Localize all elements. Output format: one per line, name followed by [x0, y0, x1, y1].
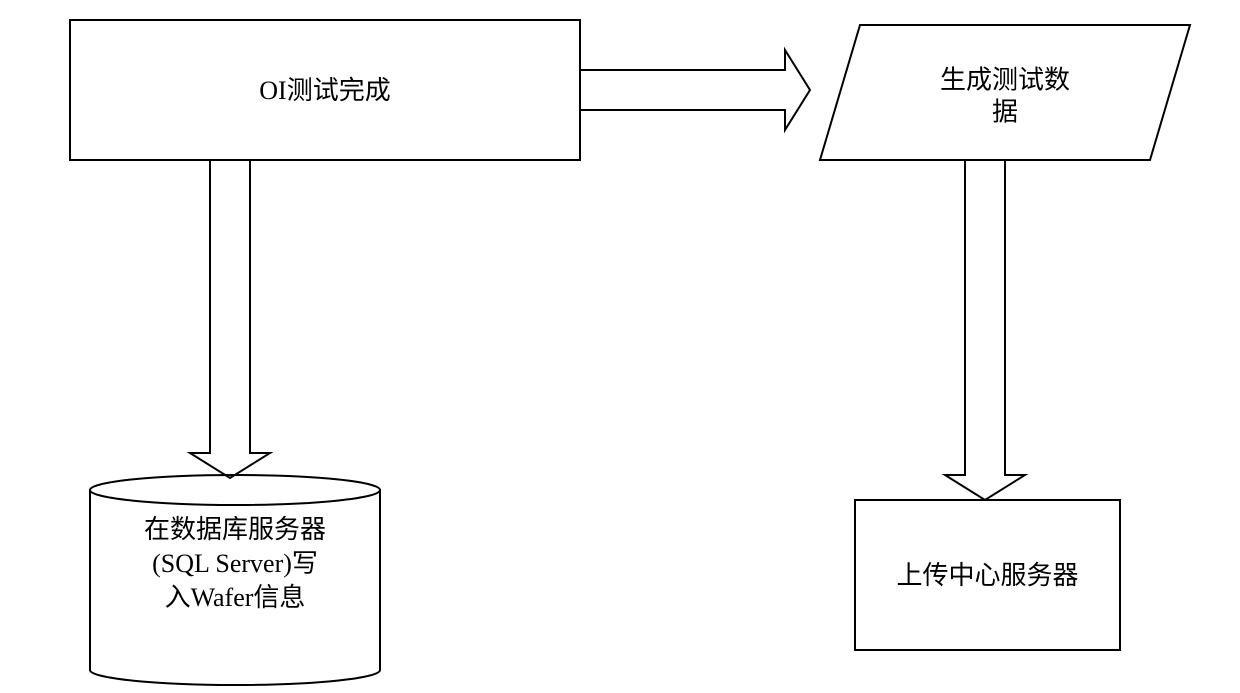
db-label-1: 在数据库服务器: [144, 515, 326, 544]
db-label-2: (SQL Server)写: [152, 549, 318, 578]
upload-label: 上传中心服务器: [896, 561, 1078, 590]
arrow-data-to-upload: [945, 160, 1025, 500]
db-bottom-arc: [90, 670, 380, 685]
db-label-3: 入Wafer信息: [165, 583, 306, 612]
db-top-ellipse: [90, 475, 380, 505]
data-label-1: 生成测试数: [940, 66, 1070, 95]
arrow-process-to-db: [190, 160, 270, 478]
data-label-2: 据: [992, 98, 1018, 127]
arrow-process-to-data: [580, 50, 810, 130]
process-label: OI测试完成: [259, 76, 390, 105]
